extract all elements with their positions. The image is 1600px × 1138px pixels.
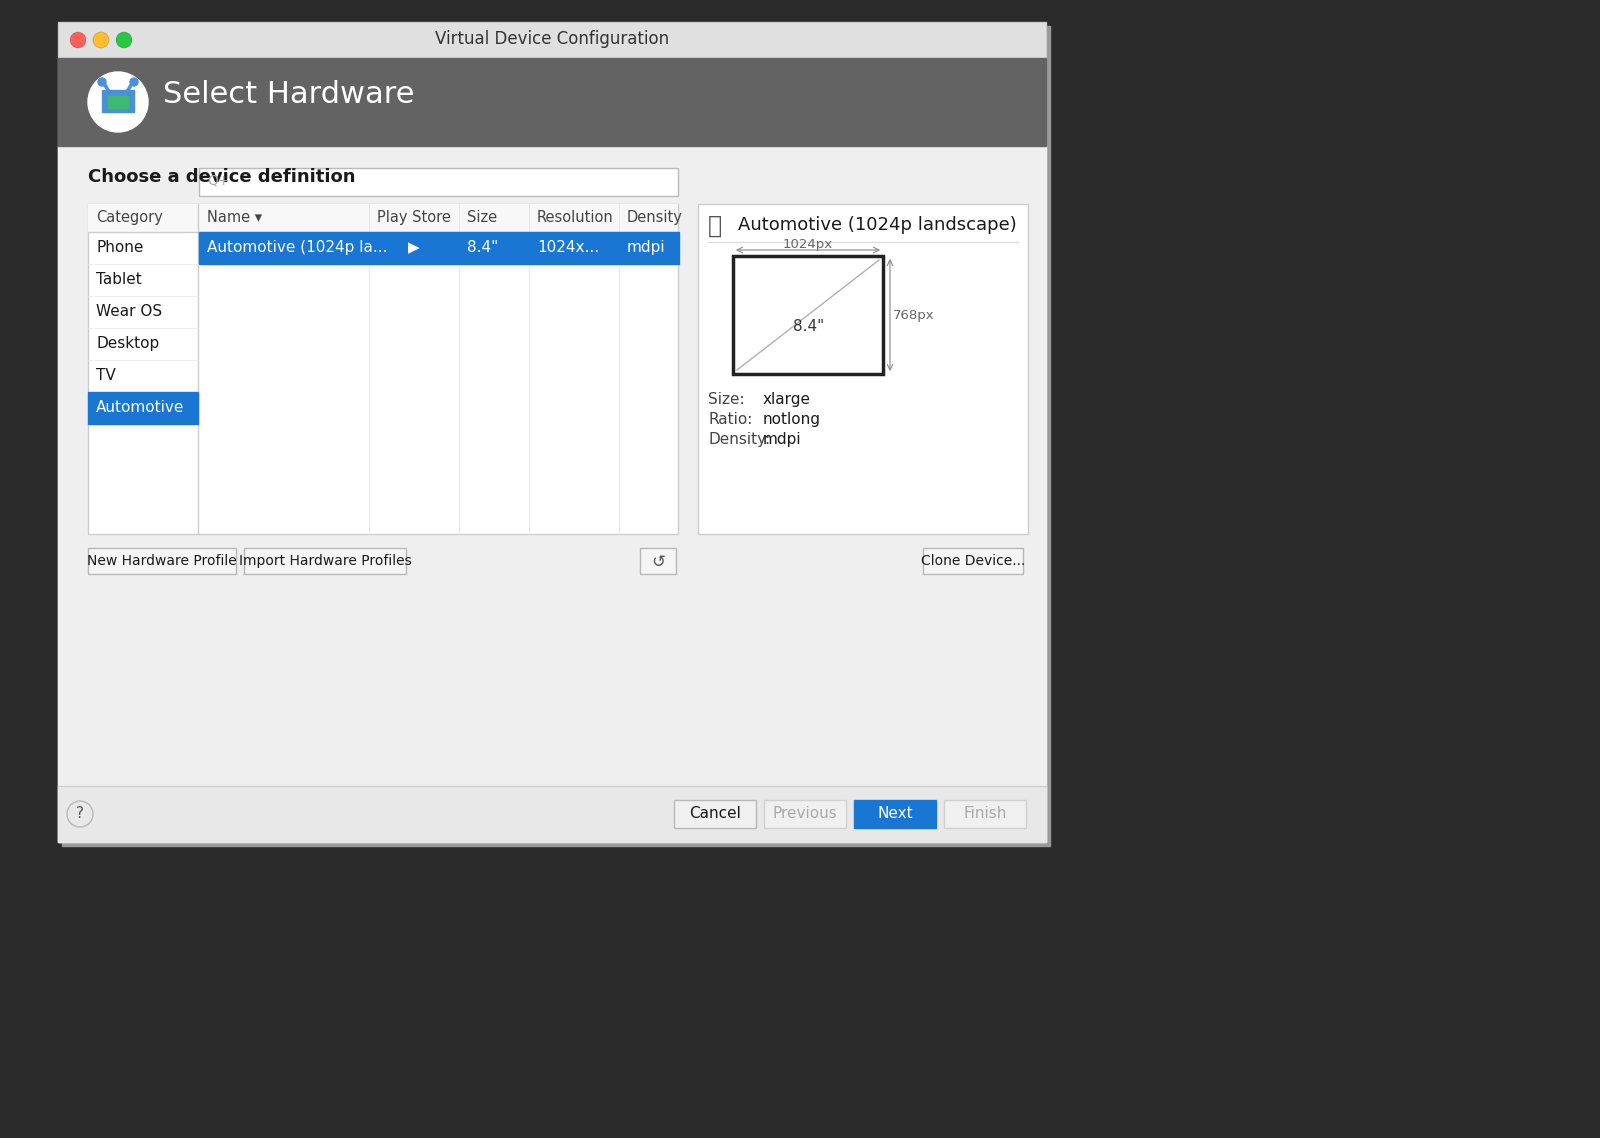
Text: Q+: Q+	[206, 173, 229, 187]
Bar	[88, 204, 678, 232]
Text: Tablet: Tablet	[96, 272, 142, 287]
Text: New Hardware Profile: New Hardware Profile	[86, 554, 237, 568]
Bar	[698, 204, 1027, 534]
Text: Name ▾: Name ▾	[206, 211, 262, 225]
Text: Finish: Finish	[963, 806, 1006, 820]
Bar	[102, 90, 134, 112]
Text: Previous: Previous	[773, 806, 837, 820]
Circle shape	[98, 79, 106, 86]
Text: 1024x...: 1024x...	[538, 240, 598, 255]
Bar	[88, 549, 237, 574]
Text: TV: TV	[96, 368, 115, 384]
Bar	[733, 256, 883, 374]
Circle shape	[70, 32, 86, 48]
Bar	[944, 800, 1026, 828]
Bar	[58, 22, 1046, 842]
Text: ↺: ↺	[651, 553, 666, 571]
Text: 8.4": 8.4"	[794, 319, 824, 333]
Text: Density:: Density:	[707, 432, 770, 447]
Text: Automotive (1024p la...: Automotive (1024p la...	[206, 240, 387, 255]
Bar	[243, 549, 406, 574]
Text: Choose a device definition: Choose a device definition	[88, 168, 355, 185]
Text: Desktop: Desktop	[96, 336, 160, 351]
Text: Select Hardware: Select Hardware	[163, 80, 414, 109]
Circle shape	[88, 72, 147, 132]
Text: Phone: Phone	[96, 240, 144, 255]
Text: Resolution: Resolution	[538, 211, 614, 225]
Text: Density: Density	[627, 211, 683, 225]
Bar	[198, 232, 678, 264]
Text: Virtual Device Configuration: Virtual Device Configuration	[435, 30, 669, 48]
Text: Category: Category	[96, 211, 163, 225]
Text: Next: Next	[877, 806, 914, 820]
Bar	[58, 22, 1046, 58]
Circle shape	[93, 32, 109, 48]
Text: ?: ?	[77, 806, 83, 820]
Text: 8.4": 8.4"	[467, 240, 498, 255]
Text: Clone Device...: Clone Device...	[922, 554, 1026, 568]
Bar	[58, 58, 1046, 146]
Text: Cancel: Cancel	[690, 806, 741, 820]
Bar	[62, 26, 1050, 846]
Text: Size: Size	[467, 211, 498, 225]
Text: Size:: Size:	[707, 391, 744, 407]
Text: notlong: notlong	[763, 412, 821, 427]
Bar	[640, 549, 675, 574]
Text: mdpi: mdpi	[763, 432, 802, 447]
Text: Import Hardware Profiles: Import Hardware Profiles	[238, 554, 411, 568]
Text: Wear OS: Wear OS	[96, 304, 162, 319]
Text: Automotive (1024p landscape): Automotive (1024p landscape)	[738, 216, 1016, 234]
Bar	[923, 549, 1022, 574]
Bar	[88, 391, 198, 424]
Text: 768px: 768px	[893, 308, 934, 322]
Bar	[765, 800, 846, 828]
Circle shape	[115, 32, 131, 48]
Text: ▶: ▶	[408, 240, 419, 255]
Bar	[88, 204, 678, 534]
Bar	[58, 146, 1046, 842]
Text: xlarge: xlarge	[763, 391, 811, 407]
Text: Ratio:: Ratio:	[707, 412, 752, 427]
Text: 1024px: 1024px	[782, 238, 834, 251]
Text: Play Store: Play Store	[378, 211, 451, 225]
Bar	[198, 168, 678, 196]
Bar	[854, 800, 936, 828]
Text: Automotive: Automotive	[96, 399, 184, 415]
Circle shape	[130, 79, 138, 86]
Bar	[58, 786, 1046, 842]
Bar	[109, 96, 128, 108]
Text: mdpi: mdpi	[627, 240, 666, 255]
Bar	[674, 800, 757, 828]
Circle shape	[67, 801, 93, 827]
Text: ⎘: ⎘	[707, 214, 722, 238]
